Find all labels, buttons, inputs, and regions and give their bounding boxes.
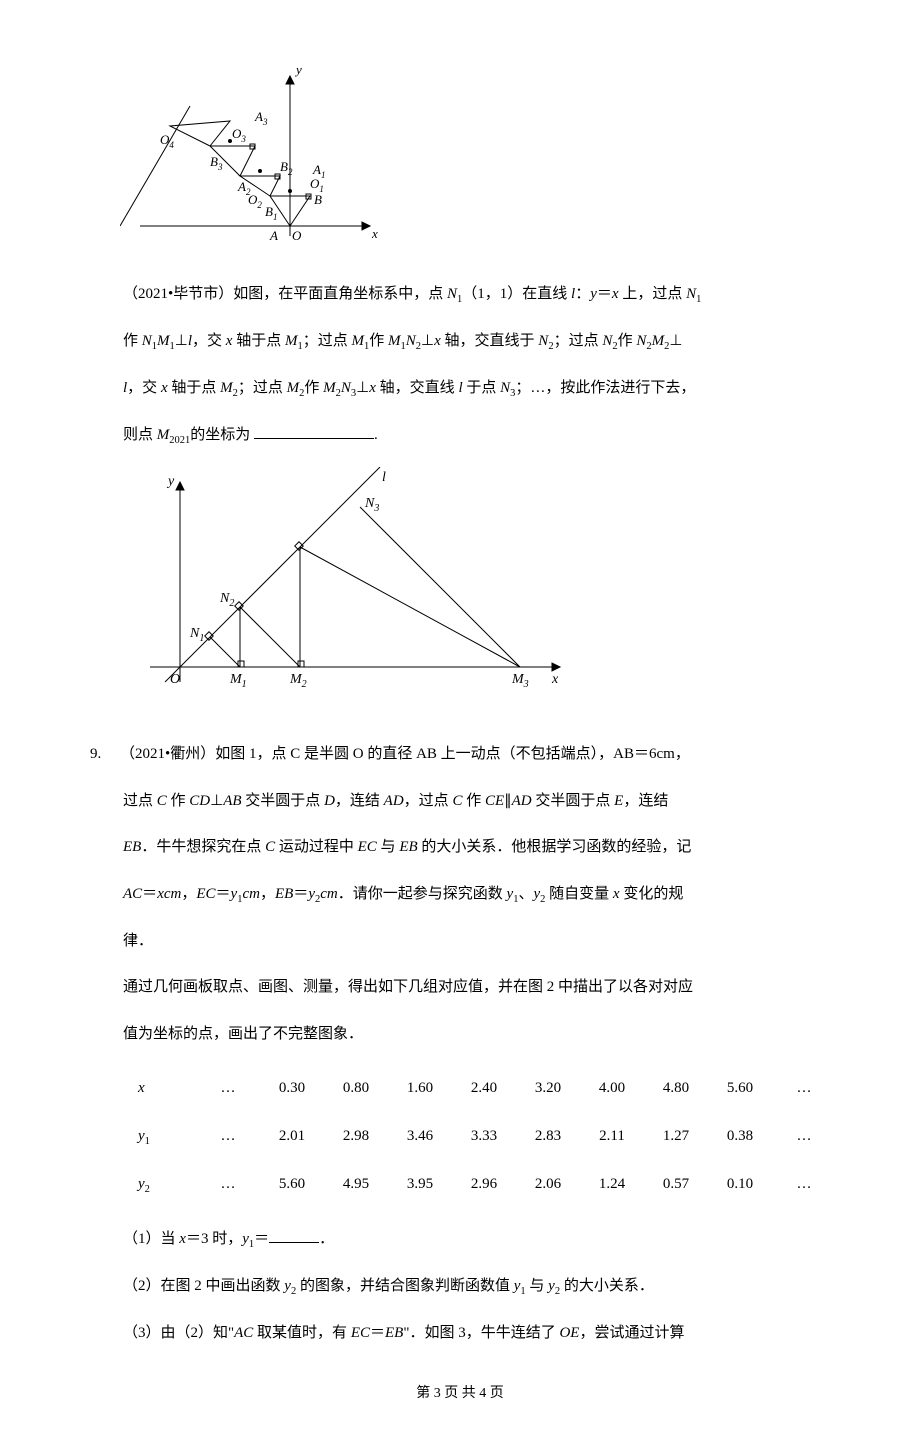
axis-x-label: x [371, 226, 378, 241]
svg-text:O2: O2 [248, 192, 262, 210]
sub-q3: （3）由（2）知"AC 取某值时，有 EC＝EB"．如图 3，牛牛连结了 OE，… [90, 1318, 830, 1350]
bijie-line4: 则点 M2021的坐标为 . [90, 420, 830, 452]
figure-1: y x O A B A1 O1 B1 A2 O2 B2 A3 O3 B3 O4 [120, 66, 830, 269]
A-label: A [269, 228, 278, 243]
axis-y-label: y [294, 66, 302, 77]
svg-text:M1: M1 [229, 672, 247, 690]
q9-line7: 值为坐标的点，画出了不完整图象． [90, 1019, 830, 1051]
q9-line3: EB．牛牛想探究在点 C 运动过程中 EC 与 EB 的大小关系．他根据学习函数… [90, 832, 830, 864]
figure-2: y x O l N1 N2 N3 M1 M2 M3 [120, 467, 830, 730]
svg-text:y: y [166, 474, 175, 489]
answer-blank-2 [269, 1227, 319, 1243]
q9-line5: 律． [90, 926, 830, 958]
answer-blank-1 [254, 423, 374, 439]
q9-number: 9. [90, 739, 120, 771]
svg-text:N2: N2 [219, 591, 234, 609]
bijie-line3: l，交 x 轴于点 M2；过点 M2作 M2N3⊥x 轴，交直线 l 于点 N3… [90, 373, 830, 405]
figure-1-svg: y x O A B A1 O1 B1 A2 O2 B2 A3 O3 B3 O4 [120, 66, 380, 256]
svg-text:O4: O4 [160, 132, 174, 150]
svg-text:O: O [170, 672, 180, 687]
svg-text:O3: O3 [232, 126, 246, 144]
svg-text:A3: A3 [254, 109, 268, 127]
table-row: y1 … 2.012.98 3.463.33 2.832.11 1.270.38… [120, 1113, 836, 1161]
sub-q2: （2）在图 2 中画出函数 y2 的图象，并结合图象判断函数值 y1 与 y2 … [90, 1271, 830, 1303]
svg-text:l: l [382, 470, 386, 485]
q9-line1: 9. （2021•衢州）如图 1，点 C 是半圆 O 的直径 AB 上一动点（不… [90, 739, 830, 771]
q9-line6: 通过几何画板取点、画图、测量，得出如下几组对应值，并在图 2 中描出了以各对对应 [90, 972, 830, 1004]
origin-label: O [292, 228, 302, 243]
svg-text:M3: M3 [511, 672, 529, 690]
q9-line4: AC＝xcm，EC＝y1cm，EB＝y2cm．请你一起参与探究函数 y1、y2 … [90, 879, 830, 911]
figure-2-svg: y x O l N1 N2 N3 M1 M2 M3 [120, 467, 570, 717]
bijie-line2: 作 N1M1⊥l，交 x 轴于点 M1；过点 M1作 M1N2⊥x 轴，交直线于… [90, 326, 830, 358]
page-footer: 第 3 页 共 4 页 [90, 1379, 830, 1408]
data-table: x … 0.300.80 1.602.40 3.204.00 4.805.60 … [120, 1065, 836, 1209]
svg-text:B1: B1 [265, 204, 277, 222]
svg-text:N3: N3 [364, 496, 379, 514]
table-row: y2 … 5.604.95 3.952.96 2.061.24 0.570.10… [120, 1161, 836, 1209]
svg-text:B2: B2 [280, 159, 293, 177]
q9-line2: 过点 C 作 CD⊥AB 交半圆于点 D，连结 AD，过点 C 作 CE∥AD … [90, 786, 830, 818]
svg-text:M2: M2 [289, 672, 307, 690]
svg-text:x: x [551, 672, 559, 687]
B-label: B [314, 192, 322, 207]
sub-q1: （1）当 x＝3 时，y1＝． [90, 1224, 830, 1256]
q9-text-1: （2021•衢州）如图 1，点 C 是半圆 O 的直径 AB 上一动点（不包括端… [120, 739, 830, 771]
table-row: x … 0.300.80 1.602.40 3.204.00 4.805.60 … [120, 1065, 836, 1113]
bijie-line1: （2021•毕节市）如图，在平面直角坐标系中，点 N1（1，1）在直线 l：y＝… [90, 279, 830, 311]
svg-text:N1: N1 [189, 626, 204, 644]
